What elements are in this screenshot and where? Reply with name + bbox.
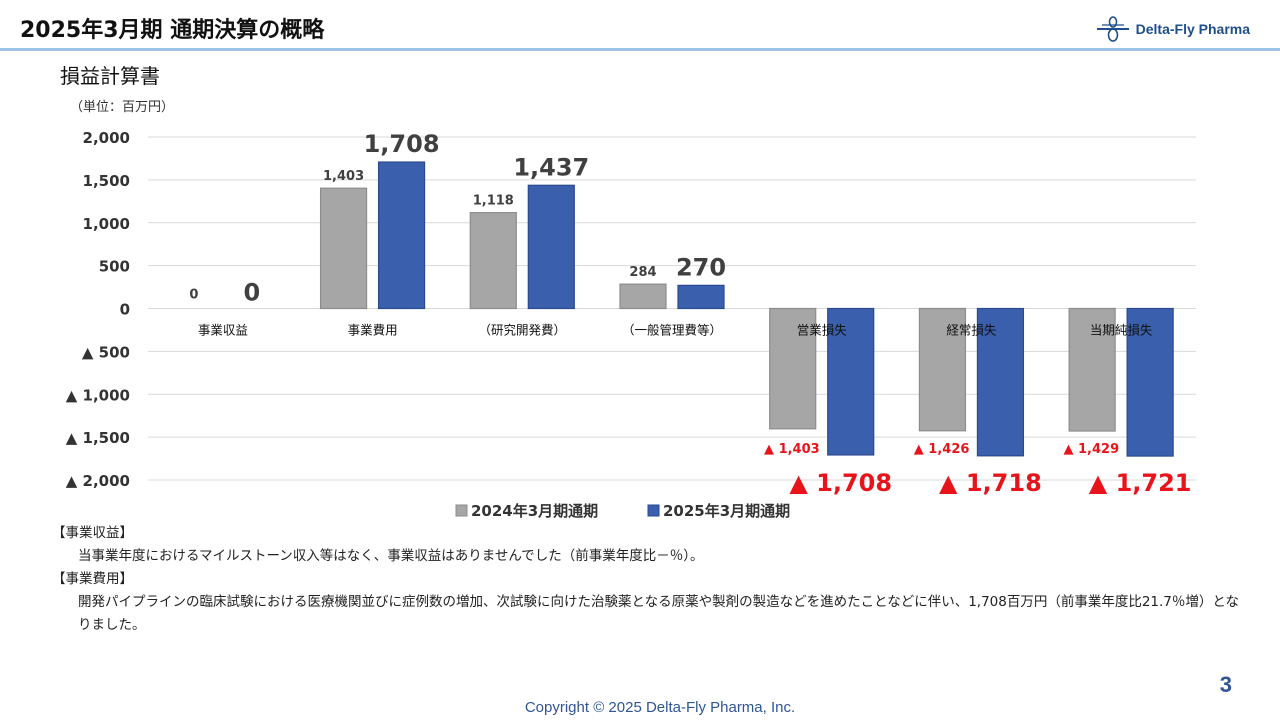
legend-swatch [647,504,660,517]
title-rule [0,48,1280,51]
data-label-2024: 1,118 [473,194,514,209]
section-title: 損益計算書 [60,64,160,88]
category-label: （一般管理費等） [622,323,722,338]
y-tick-label: 0 [120,301,130,319]
y-tick-label: ▲ 2,000 [66,472,130,490]
y-tick-label: 1,500 [83,172,130,190]
data-label-2024: ▲ 1,403 [764,442,820,457]
income-statement-chart: 2,000 1,500 1,000 500 0 ▲ 500 ▲ 1,000 ▲ 1,500 ▲ … [66,129,1196,520]
legend-label: 2025年3月期通期 [663,502,790,520]
unit-label: （単位：百万円） [70,100,175,115]
y-tick-label: ▲ 1,000 [66,386,130,404]
bar-2024 [769,307,817,430]
bar-2025 [677,284,725,310]
note-heading-revenue: 【事業収益】 [52,525,133,541]
data-label-2025: ▲ 1,708 [789,469,892,497]
data-label-2025: ▲ 1,718 [939,469,1042,497]
bar-2024 [619,283,667,310]
note-heading-expenses: 【事業費用】 [52,571,133,587]
data-label-2025: ▲ 1,721 [1089,469,1192,497]
bar-2025 [827,307,875,456]
y-tick-label: ▲ 1,500 [66,429,130,447]
bar-2024 [918,307,967,432]
legend-swatch [455,504,468,517]
bar-2025 [527,184,575,310]
notes: 【事業収益】 当事業年度におけるマイルストーン収入等はなく、事業収益はありません… [52,522,1242,637]
data-label-2024: ▲ 1,429 [1063,442,1119,457]
bar-2024 [469,212,517,310]
data-label-2024: ▲ 1,426 [914,442,970,457]
category-label: 当期純損失 [1090,323,1153,338]
category-label: （研究開発費） [479,323,567,338]
y-tick-label: 2,000 [83,129,130,147]
note-text-expenses: 開発パイプラインの臨床試験における医療機関並びに症例数の増加、次試験に向けた治験… [78,594,1239,633]
category-label: 経常損失 [946,323,997,338]
bar-2024 [1068,307,1116,432]
page-number: 3 [1219,672,1232,697]
company-logo: Delta-Fly Pharma [1096,14,1250,44]
category-label: 事業収益 [198,323,248,338]
delta-fly-logo-icon [1096,16,1129,42]
y-tick-label: ▲ 500 [82,343,130,361]
bar-2025 [377,161,426,310]
data-label-2025: 1,708 [364,130,440,158]
y-tick-label: 1,000 [83,215,130,233]
slide-title: 2025年3月期 通期決算の概略 [20,18,325,43]
bar-2025 [976,307,1025,457]
logo-text: Delta-Fly Pharma [1135,21,1250,37]
data-label-2024: 284 [629,265,656,280]
bar-2024 [319,187,368,310]
data-label-2025: 0 [244,279,261,307]
category-label: 営業損失 [797,323,848,338]
data-label-2024: 0 [189,288,198,303]
bar-2025 [1126,307,1174,457]
data-label-2025: 1,437 [513,153,589,181]
copyright: Copyright © 2025 Delta-Fly Pharma, Inc. [524,699,796,716]
note-text-revenue: 当事業年度におけるマイルストーン収入等はなく、事業収益はありませんでした（前事業… [78,548,704,564]
category-label: 事業費用 [348,323,398,338]
data-label-2025: 270 [676,253,726,281]
data-label-2024: 1,403 [323,169,364,184]
legend-label: 2024年3月期通期 [471,502,598,520]
y-tick-label: 500 [99,258,130,276]
